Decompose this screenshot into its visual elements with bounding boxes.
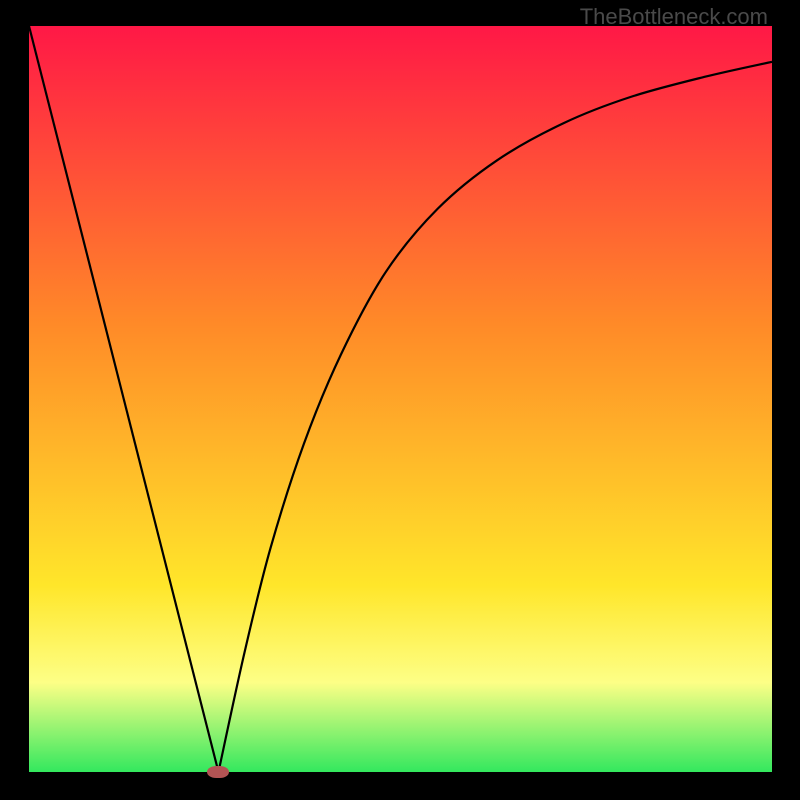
minimum-marker	[207, 766, 229, 778]
watermark-text: TheBottleneck.com	[580, 4, 768, 30]
curve-right-segment	[218, 62, 772, 772]
curve-left-segment	[29, 26, 218, 772]
bottleneck-curve	[29, 26, 772, 772]
